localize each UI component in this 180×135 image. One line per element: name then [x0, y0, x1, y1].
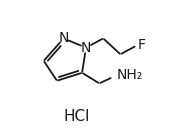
Text: N: N: [81, 41, 91, 55]
Text: F: F: [138, 38, 146, 52]
Text: HCl: HCl: [64, 109, 90, 124]
Text: N: N: [58, 31, 69, 45]
Text: NH₂: NH₂: [116, 68, 143, 82]
